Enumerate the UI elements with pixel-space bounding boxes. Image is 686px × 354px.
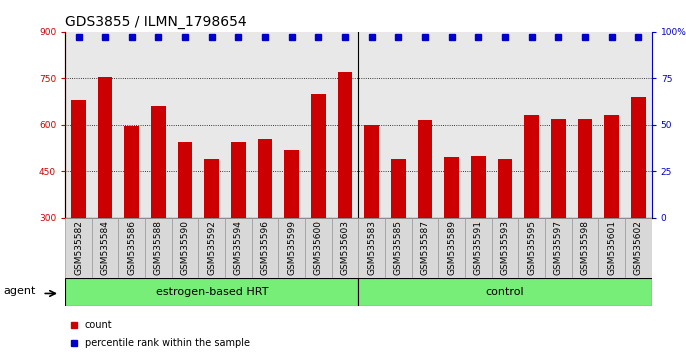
Bar: [471, 156, 486, 218]
FancyBboxPatch shape: [545, 218, 571, 278]
Text: GSM535593: GSM535593: [501, 220, 510, 275]
Bar: [578, 119, 593, 218]
Text: GSM535584: GSM535584: [101, 220, 110, 275]
Bar: [631, 97, 646, 218]
Text: GSM535582: GSM535582: [74, 220, 83, 275]
Text: GSM535588: GSM535588: [154, 220, 163, 275]
FancyBboxPatch shape: [385, 218, 412, 278]
FancyBboxPatch shape: [438, 218, 465, 278]
FancyBboxPatch shape: [305, 218, 332, 278]
Text: GSM535592: GSM535592: [207, 220, 216, 275]
Bar: [204, 159, 219, 218]
FancyBboxPatch shape: [252, 218, 279, 278]
FancyBboxPatch shape: [172, 218, 198, 278]
Text: GSM535587: GSM535587: [421, 220, 429, 275]
Text: GSM535589: GSM535589: [447, 220, 456, 275]
FancyBboxPatch shape: [198, 218, 225, 278]
Bar: [391, 159, 405, 218]
Text: GSM535596: GSM535596: [261, 220, 270, 275]
Text: GSM535583: GSM535583: [367, 220, 376, 275]
FancyBboxPatch shape: [65, 278, 358, 306]
Text: GSM535586: GSM535586: [128, 220, 137, 275]
Text: GSM535601: GSM535601: [607, 220, 616, 275]
Text: percentile rank within the sample: percentile rank within the sample: [84, 338, 250, 348]
Text: GSM535600: GSM535600: [314, 220, 323, 275]
FancyBboxPatch shape: [492, 218, 519, 278]
Text: count: count: [84, 320, 112, 330]
Text: control: control: [486, 287, 524, 297]
FancyBboxPatch shape: [119, 218, 145, 278]
Bar: [258, 139, 272, 218]
FancyBboxPatch shape: [598, 218, 625, 278]
FancyBboxPatch shape: [519, 218, 545, 278]
Bar: [71, 100, 86, 218]
FancyBboxPatch shape: [358, 218, 385, 278]
Bar: [178, 142, 193, 218]
Bar: [364, 125, 379, 218]
Text: GDS3855 / ILMN_1798654: GDS3855 / ILMN_1798654: [65, 16, 247, 29]
Text: GSM535598: GSM535598: [580, 220, 589, 275]
FancyBboxPatch shape: [625, 218, 652, 278]
FancyBboxPatch shape: [465, 218, 492, 278]
Text: GSM535599: GSM535599: [287, 220, 296, 275]
FancyBboxPatch shape: [412, 218, 438, 278]
Bar: [98, 77, 113, 218]
FancyBboxPatch shape: [225, 218, 252, 278]
FancyBboxPatch shape: [279, 218, 305, 278]
Text: GSM535590: GSM535590: [180, 220, 189, 275]
Text: agent: agent: [3, 286, 36, 296]
Bar: [498, 159, 512, 218]
Text: GSM535595: GSM535595: [528, 220, 536, 275]
Text: GSM535591: GSM535591: [474, 220, 483, 275]
Bar: [445, 157, 459, 218]
Text: GSM535603: GSM535603: [341, 220, 350, 275]
FancyBboxPatch shape: [571, 218, 598, 278]
Bar: [524, 115, 539, 218]
FancyBboxPatch shape: [65, 218, 92, 278]
Bar: [285, 149, 299, 218]
FancyBboxPatch shape: [332, 218, 358, 278]
Text: GSM535585: GSM535585: [394, 220, 403, 275]
Bar: [418, 120, 432, 218]
Text: GSM535597: GSM535597: [554, 220, 563, 275]
Bar: [311, 94, 326, 218]
Text: estrogen-based HRT: estrogen-based HRT: [156, 287, 268, 297]
FancyBboxPatch shape: [358, 278, 652, 306]
Bar: [231, 142, 246, 218]
Bar: [604, 115, 619, 218]
Bar: [551, 119, 566, 218]
Text: GSM535602: GSM535602: [634, 220, 643, 275]
FancyBboxPatch shape: [145, 218, 172, 278]
Bar: [124, 126, 139, 218]
Bar: [338, 72, 353, 218]
FancyBboxPatch shape: [92, 218, 119, 278]
Text: GSM535594: GSM535594: [234, 220, 243, 275]
Bar: [151, 106, 166, 218]
